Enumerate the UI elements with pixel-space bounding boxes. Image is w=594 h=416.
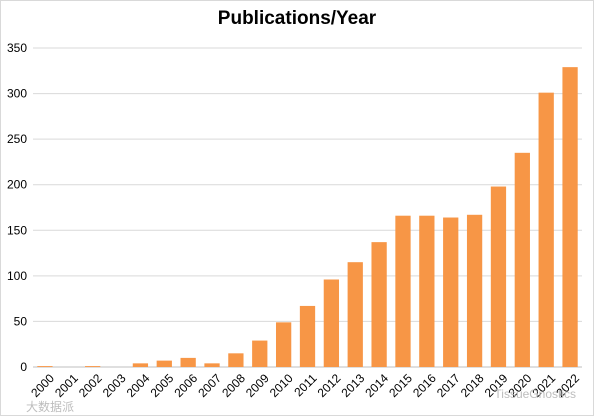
y-tick-label: 0 xyxy=(20,360,27,374)
watermark-right: TissueGnostics xyxy=(494,387,576,401)
bar-2000 xyxy=(37,366,53,367)
bar-2018 xyxy=(466,214,483,367)
y-tick-label: 150 xyxy=(7,223,27,237)
x-tick-label: 2018 xyxy=(458,371,487,400)
bar-2022 xyxy=(562,67,578,367)
chart-title: Publications/Year xyxy=(217,8,377,29)
bar-2005 xyxy=(156,360,172,367)
bar-2012 xyxy=(323,279,340,367)
x-tick-label: 2005 xyxy=(148,371,177,400)
x-tick-label: 2002 xyxy=(76,371,105,400)
y-tick-label: 50 xyxy=(14,314,28,328)
x-tick-label: 2014 xyxy=(362,371,391,400)
bar-2013 xyxy=(347,262,363,367)
x-tick-label: 2015 xyxy=(386,371,415,400)
y-tick-label: 100 xyxy=(7,269,27,283)
y-tick-label: 250 xyxy=(7,132,27,146)
x-tick-label: 2001 xyxy=(52,371,81,400)
bar-2021 xyxy=(538,92,554,367)
x-tick-label: 2016 xyxy=(410,371,439,400)
bar-2015 xyxy=(395,215,411,367)
y-tick-label: 200 xyxy=(7,178,27,192)
y-tick-label: 300 xyxy=(7,87,27,101)
watermark-left: 大数据派 xyxy=(26,399,74,414)
x-tick-label: 2012 xyxy=(315,371,344,400)
x-tick-label: 2007 xyxy=(195,371,224,400)
x-tick-label: 2000 xyxy=(28,371,57,400)
x-tick-label: 2011 xyxy=(291,371,319,399)
bar-2016 xyxy=(419,215,435,367)
bar-2007 xyxy=(204,363,220,367)
bar-2010 xyxy=(275,322,292,367)
x-tick-label: 2008 xyxy=(219,371,248,400)
bar-2017 xyxy=(443,217,459,367)
x-tick-label: 2010 xyxy=(267,371,296,400)
bar-2004 xyxy=(132,363,149,367)
x-tick-label: 2003 xyxy=(100,371,129,400)
bar-2008 xyxy=(228,353,244,367)
bar-2009 xyxy=(252,340,268,367)
x-tick-label: 2004 xyxy=(124,371,153,400)
bar-2002 xyxy=(85,366,101,367)
bar-2020 xyxy=(514,152,530,367)
x-tick-label: 2013 xyxy=(339,371,368,400)
x-tick-label: 2009 xyxy=(243,371,272,400)
x-tick-label: 2006 xyxy=(171,371,200,400)
bar-2019 xyxy=(490,186,507,367)
x-tick-label: 2017 xyxy=(434,371,463,400)
bar-2006 xyxy=(180,357,196,367)
bar-2011 xyxy=(299,305,316,367)
y-tick-label: 350 xyxy=(7,41,27,55)
bar-2014 xyxy=(371,242,387,367)
